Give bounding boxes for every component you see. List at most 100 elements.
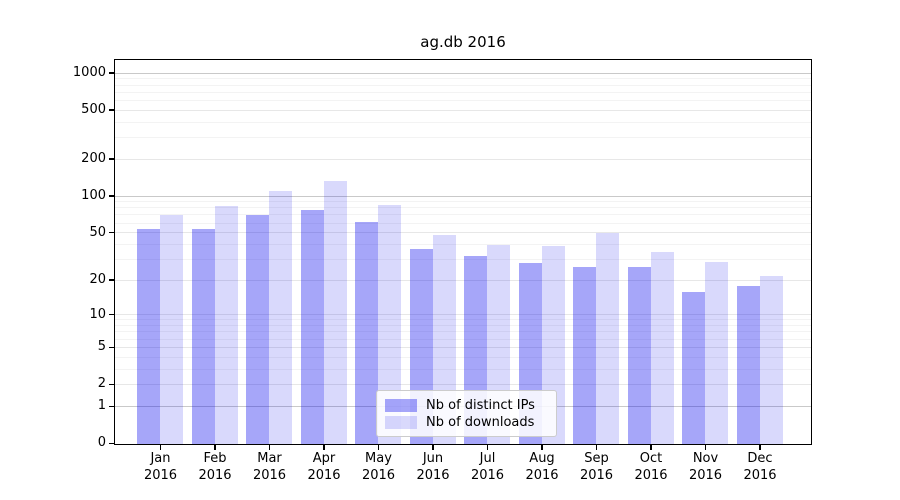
minor-gridline <box>115 331 811 333</box>
x-tick-month: Mar <box>257 451 282 466</box>
minor-gridline <box>115 356 811 358</box>
x-tick-month: Jan <box>150 451 171 466</box>
x-tick-mark <box>159 445 162 450</box>
bar-downloads-may <box>378 204 401 444</box>
x-tick-year: 2016 <box>743 468 777 483</box>
minor-gridline <box>115 325 811 326</box>
y-tick-mark <box>109 279 114 281</box>
y-tick-label: 1 <box>97 398 106 414</box>
y-tick-label: 100 <box>81 188 106 203</box>
major-gridline <box>115 232 811 234</box>
x-tick-mark <box>595 445 598 450</box>
bar-distinct-ips-feb <box>191 229 215 444</box>
x-tick-mark <box>268 445 271 450</box>
legend-label-downloads: Nb of downloads <box>426 414 535 430</box>
x-tick-mark <box>432 445 434 450</box>
x-tick-month: Nov <box>692 451 719 466</box>
y-tick-mark <box>109 383 114 386</box>
x-tick-month: Feb <box>203 451 227 466</box>
x-tick-year: 2016 <box>634 468 668 483</box>
legend-swatch-downloads <box>385 415 417 429</box>
major-gridline <box>115 72 811 74</box>
bar-distinct-ips-mar <box>246 214 269 444</box>
major-gridline <box>115 109 811 111</box>
bar-downloads-nov <box>705 261 728 444</box>
x-tick-mark <box>541 445 543 450</box>
x-tick-label: Apr 2016 <box>293 450 355 484</box>
x-tick-mark <box>759 445 761 450</box>
y-tick-label: 10 <box>89 306 106 322</box>
x-tick-year: 2016 <box>470 468 505 483</box>
legend-swatch-distinct-ips <box>385 398 417 412</box>
y-tick-label: 200 <box>81 151 106 167</box>
x-tick-year: 2016 <box>198 468 232 483</box>
x-tick-mark <box>650 445 652 450</box>
x-tick-label: Dec 2016 <box>729 450 791 484</box>
bar-distinct-ips-oct <box>627 267 651 444</box>
x-tick-mark <box>704 445 707 450</box>
bar-downloads-jan <box>160 215 183 444</box>
x-tick-label: Jun 2016 <box>402 450 464 484</box>
minor-gridline <box>115 319 811 321</box>
x-tick-label: Jan 2016 <box>130 450 192 484</box>
minor-gridline <box>115 99 811 101</box>
plot-area <box>114 59 812 445</box>
y-tick-label: 20 <box>89 272 106 288</box>
minor-gridline <box>115 243 811 245</box>
bar-downloads-apr <box>323 181 347 444</box>
y-tick-label: 0 <box>97 435 106 451</box>
x-tick-year: 2016 <box>688 468 723 483</box>
minor-gridline <box>115 258 811 260</box>
bar-distinct-ips-sep <box>573 267 596 444</box>
legend: Nb of distinct IPs Nb of downloads <box>376 390 557 437</box>
minor-gridline <box>115 201 811 203</box>
x-tick-label: Mar 2016 <box>239 450 301 484</box>
x-tick-year: 2016 <box>252 468 287 483</box>
x-tick-mark <box>377 445 380 450</box>
x-tick-month: Jun <box>422 451 444 466</box>
major-gridline <box>115 346 811 348</box>
y-tick-mark <box>109 109 114 111</box>
y-tick-label: 1000 <box>72 65 106 80</box>
x-tick-label: Nov 2016 <box>675 450 737 484</box>
x-tick-month: Sep <box>584 451 609 466</box>
bar-distinct-ips-jan <box>137 229 160 444</box>
y-tick-mark <box>109 231 114 234</box>
bar-downloads-feb <box>214 206 238 444</box>
x-tick-label: Sep 2016 <box>566 450 628 484</box>
y-tick-mark <box>109 314 114 316</box>
x-tick-mark <box>323 445 325 450</box>
x-tick-mark <box>486 445 489 450</box>
bar-downloads-dec <box>759 275 783 444</box>
minor-gridline <box>115 222 811 224</box>
minor-gridline <box>115 368 811 370</box>
minor-gridline <box>115 136 811 138</box>
x-tick-label: Jul 2016 <box>457 450 519 484</box>
minor-gridline <box>115 84 811 86</box>
bar-distinct-ips-may <box>355 221 378 444</box>
y-tick-mark <box>109 346 114 348</box>
minor-gridline <box>115 207 811 209</box>
major-gridline <box>115 383 811 385</box>
bar-distinct-ips-dec <box>736 286 760 444</box>
y-tick-label: 50 <box>89 224 106 240</box>
chart-title: ag.db 2016 <box>420 33 506 51</box>
x-tick-month: Jul <box>479 451 496 466</box>
x-tick-year: 2016 <box>143 468 178 483</box>
x-tick-year: 2016 <box>525 468 559 483</box>
x-tick-year: 2016 <box>579 468 614 483</box>
x-tick-year: 2016 <box>361 468 396 483</box>
x-tick-year: 2016 <box>416 468 450 483</box>
y-tick-mark <box>109 72 114 74</box>
y-tick-label: 2 <box>97 376 106 392</box>
x-tick-month: Dec <box>747 451 773 466</box>
x-tick-label: May 2016 <box>348 450 410 484</box>
minor-gridline <box>115 91 811 93</box>
minor-gridline <box>115 121 811 123</box>
bar-downloads-oct <box>650 251 674 444</box>
minor-gridline <box>115 338 811 340</box>
legend-label-distinct-ips: Nb of distinct IPs <box>426 397 535 413</box>
y-tick-mark <box>109 442 114 444</box>
bar-downloads-mar <box>269 191 292 444</box>
